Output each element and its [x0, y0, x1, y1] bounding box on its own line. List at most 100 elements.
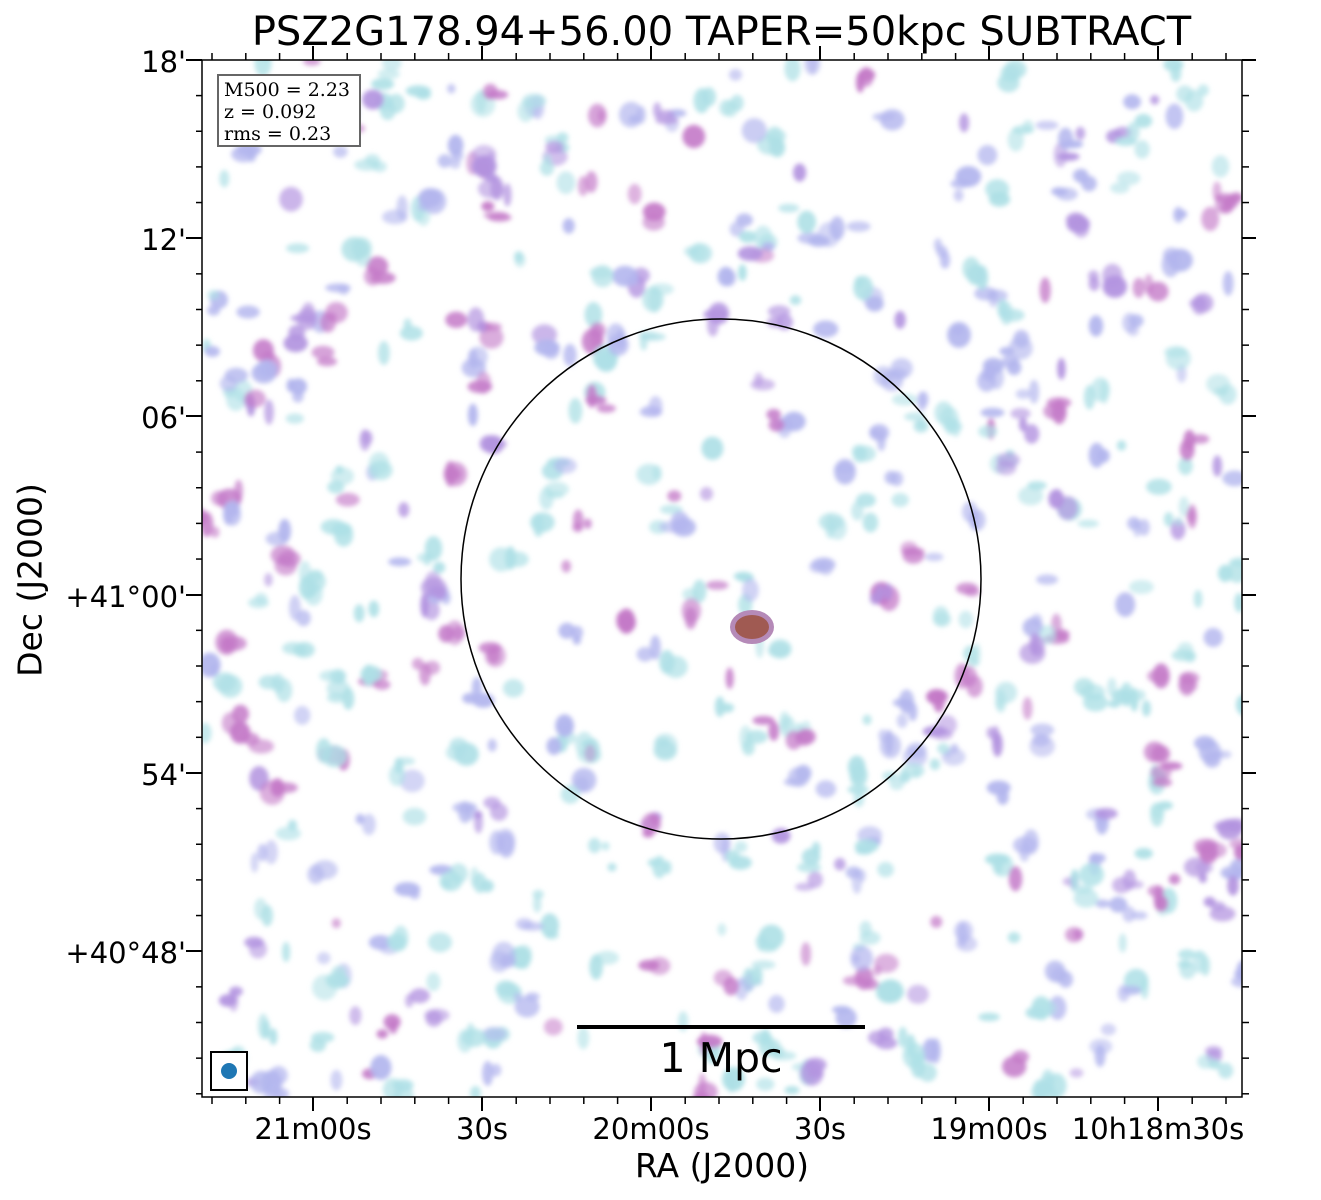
emission-blob [1157, 801, 1173, 810]
emission-blob [659, 650, 675, 674]
emission-blob [1107, 699, 1121, 708]
emission-blob [588, 837, 601, 854]
emission-blob [475, 89, 487, 114]
emission-blob [568, 398, 583, 424]
emission-blob [1134, 140, 1150, 159]
emission-blob [368, 460, 393, 481]
emission-blob [368, 935, 392, 950]
emission-blob [1192, 950, 1206, 974]
xtick-label: 10h18m30s [1071, 1112, 1245, 1146]
emission-blob [1134, 848, 1153, 859]
emission-blob [1028, 379, 1040, 404]
emission-blob [742, 739, 755, 756]
emission-blob [254, 60, 272, 77]
emission-blob [589, 954, 603, 980]
emission-blob [807, 60, 818, 74]
emission-blob [517, 100, 534, 122]
emission-blob [1032, 1079, 1049, 1097]
emission-blob [638, 330, 658, 341]
emission-blob [692, 1091, 710, 1097]
emission-blob [1222, 271, 1234, 296]
emission-blob [388, 557, 412, 567]
emission-blob [290, 314, 316, 323]
emission-blob [627, 183, 642, 205]
emission-blob [1178, 456, 1193, 476]
emission-blob [980, 407, 1005, 418]
emission-blob [607, 862, 617, 872]
emission-blob [853, 790, 865, 808]
emission-blob [834, 857, 846, 871]
emission-blob [1088, 442, 1105, 468]
xtick-label: 30s [793, 1112, 847, 1146]
emission-blob [962, 256, 981, 281]
emission-blob [1147, 669, 1169, 683]
emission-blob [540, 913, 559, 938]
emission-blob [894, 310, 906, 329]
emission-blob [560, 785, 580, 804]
emission-blob [479, 326, 504, 349]
emission-blob [1004, 60, 1027, 79]
emission-blob [1170, 519, 1186, 540]
emission-blob [1115, 592, 1136, 617]
emission-blob [258, 675, 280, 690]
emission-blob [544, 481, 570, 497]
emission-blob [1150, 764, 1172, 781]
emission-blob [462, 692, 478, 704]
emission-blob [1036, 574, 1059, 585]
emission-blob [1183, 429, 1196, 451]
emission-blob [930, 915, 943, 928]
emission-blob [421, 188, 447, 214]
emission-blob [1132, 277, 1146, 298]
emission-blob [1030, 723, 1055, 737]
emission-blob [642, 829, 655, 838]
emission-blob [464, 803, 477, 821]
emission-blob [1176, 85, 1194, 103]
central-radio-source [730, 610, 774, 644]
emission-blob [264, 399, 274, 425]
emission-blob [865, 296, 884, 312]
emission-blob [490, 176, 504, 201]
emission-blob [396, 195, 408, 221]
emission-blob [577, 746, 602, 764]
emission-blob [515, 961, 530, 970]
emission-blob [601, 841, 610, 851]
emission-blob [1013, 329, 1030, 348]
rms-text: rms = 0.23 [224, 123, 332, 145]
emission-blob [285, 413, 304, 424]
emission-blob [257, 1013, 269, 1039]
emission-blob [281, 941, 291, 963]
emission-blob [987, 289, 1008, 303]
emission-blob [402, 807, 427, 826]
emission-blob [693, 88, 710, 114]
emission-blob [1050, 966, 1068, 984]
emission-blob [978, 1012, 1000, 1022]
emission-blob [398, 502, 410, 518]
emission-blob [862, 714, 872, 725]
emission-blob [1018, 486, 1044, 506]
emission-blob [591, 265, 614, 288]
emission-blob [1024, 424, 1040, 444]
emission-blob [1194, 838, 1218, 851]
emission-blob [1165, 103, 1184, 130]
emission-blob [855, 846, 873, 855]
emission-blob [558, 622, 576, 639]
emission-blob [815, 780, 837, 798]
emission-blob [596, 404, 616, 413]
emission-blob [1074, 168, 1089, 184]
emission-blob [362, 89, 384, 110]
emission-blob [330, 467, 354, 486]
emission-blob [734, 841, 748, 853]
emission-blob [451, 149, 464, 162]
emission-blob [349, 1006, 362, 1026]
emission-blob [1150, 803, 1164, 827]
emission-blob [959, 113, 970, 133]
emission-blob [556, 132, 569, 144]
emission-blob [742, 578, 759, 602]
emission-blob [489, 547, 514, 572]
emission-blob [572, 635, 582, 645]
emission-blob [317, 952, 331, 965]
emission-blob [483, 796, 501, 809]
emission-blob [1012, 836, 1038, 854]
plot-frame [201, 59, 1243, 1098]
emission-blob [1147, 885, 1165, 897]
